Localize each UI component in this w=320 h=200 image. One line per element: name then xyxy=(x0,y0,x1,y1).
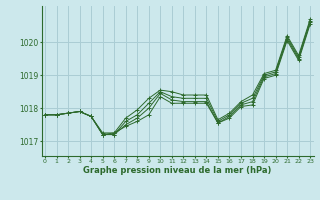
X-axis label: Graphe pression niveau de la mer (hPa): Graphe pression niveau de la mer (hPa) xyxy=(84,166,272,175)
